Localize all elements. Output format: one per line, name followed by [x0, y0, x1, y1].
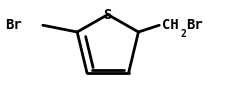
- Text: CH: CH: [162, 18, 178, 32]
- Text: S: S: [104, 8, 112, 22]
- Text: 2: 2: [180, 29, 186, 39]
- Text: Br: Br: [186, 18, 203, 32]
- Text: Br: Br: [5, 18, 22, 32]
